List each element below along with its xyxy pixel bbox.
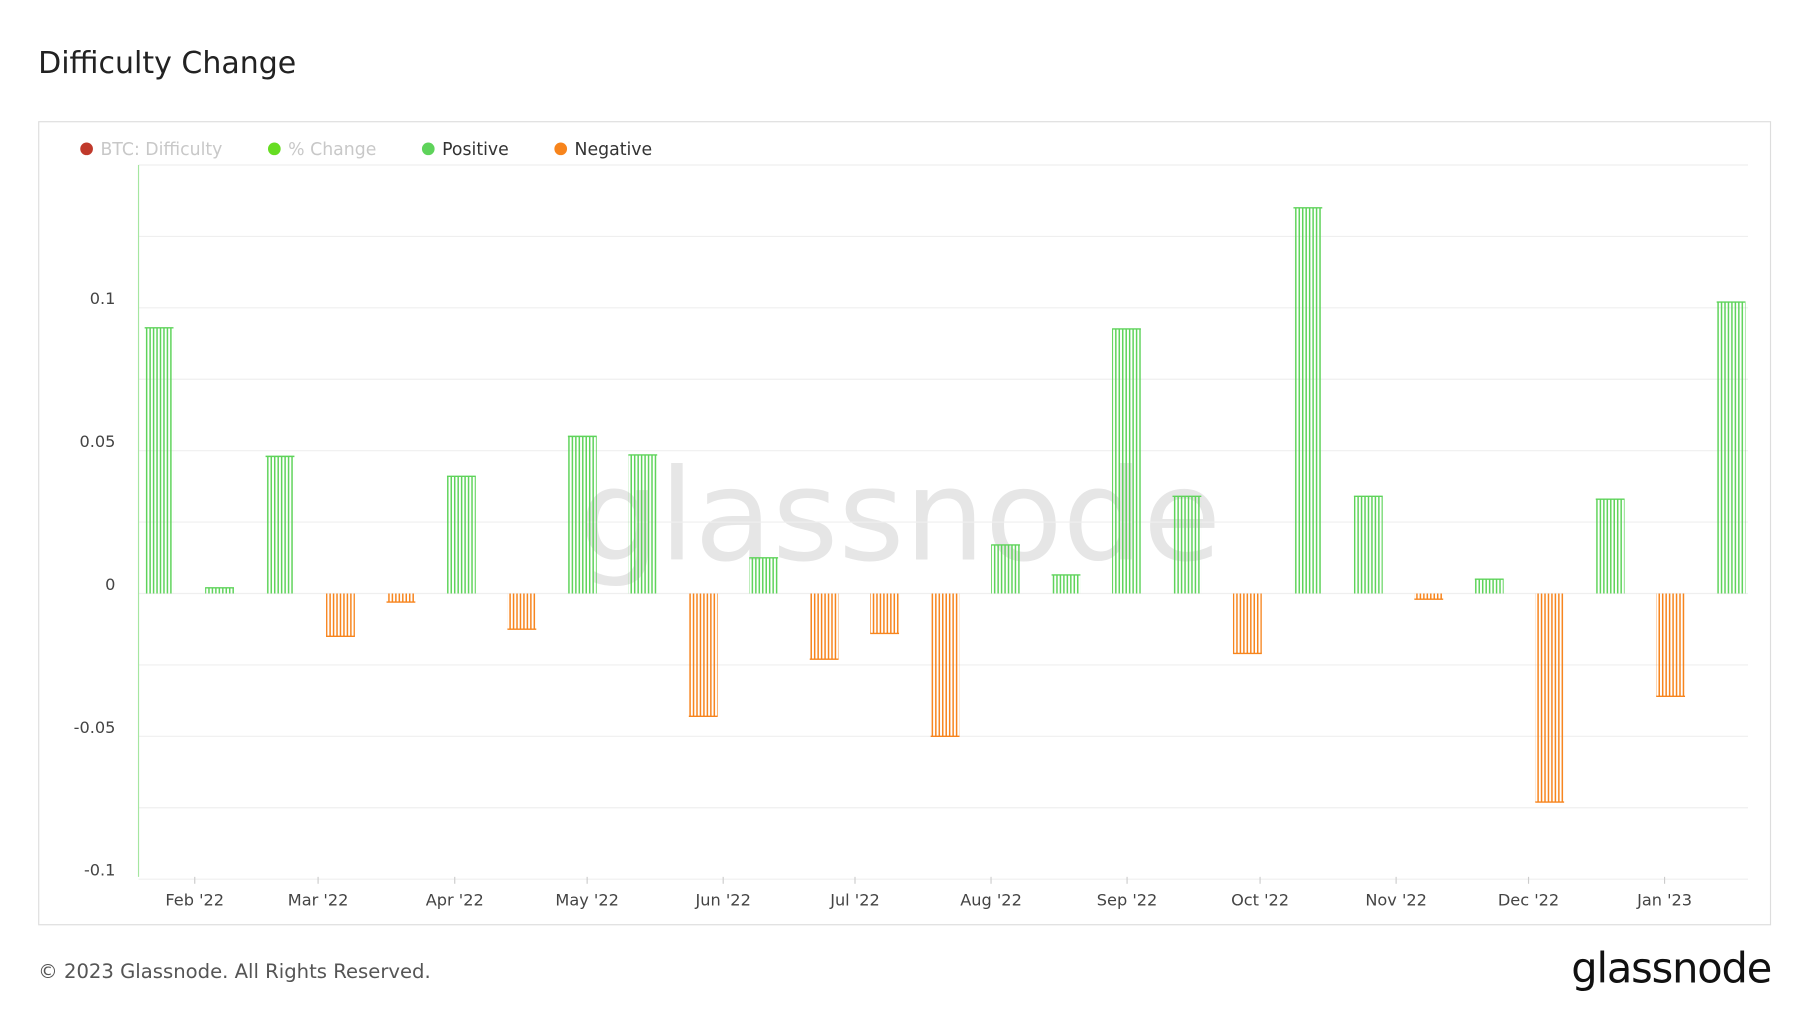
legend-label: % Change bbox=[288, 140, 376, 160]
bar bbox=[1353, 496, 1383, 594]
bar bbox=[628, 454, 658, 594]
x-tick-label: Apr '22 bbox=[426, 891, 484, 910]
x-tick-label: Mar '22 bbox=[288, 891, 349, 910]
copyright: © 2023 Glassnode. All Rights Reserved. bbox=[38, 960, 431, 983]
chart-frame bbox=[38, 121, 1772, 926]
bar bbox=[567, 436, 597, 594]
legend-label: BTC: Difficulty bbox=[100, 140, 222, 160]
legend-marker bbox=[267, 142, 281, 156]
x-tick-label: Nov '22 bbox=[1365, 891, 1427, 910]
x-tick-label: Feb '22 bbox=[165, 891, 224, 910]
legend-label: Positive bbox=[442, 140, 509, 160]
bar bbox=[749, 557, 779, 594]
bar bbox=[1232, 593, 1262, 654]
x-tick-label: Jul '22 bbox=[829, 891, 880, 910]
bar bbox=[1051, 574, 1081, 594]
bar bbox=[1112, 328, 1141, 594]
bar bbox=[1656, 593, 1686, 697]
bar bbox=[144, 327, 174, 594]
x-tick-label: Jun '22 bbox=[695, 891, 751, 910]
page-title: Difficulty Change bbox=[38, 46, 296, 81]
y-tick-label: -0.1 bbox=[84, 861, 116, 880]
y-tick-label: 0.05 bbox=[79, 432, 115, 451]
bar bbox=[326, 593, 355, 637]
y-tick-label: -0.05 bbox=[74, 718, 116, 737]
bar bbox=[870, 593, 900, 634]
legend-marker bbox=[554, 142, 568, 156]
legend-marker bbox=[80, 142, 93, 156]
x-tick-label: May '22 bbox=[555, 891, 618, 910]
logo: glassnode bbox=[1571, 943, 1771, 992]
x-tick-label: Sep '22 bbox=[1097, 891, 1158, 910]
bar bbox=[991, 544, 1020, 594]
bar bbox=[1172, 496, 1202, 594]
bar bbox=[386, 593, 416, 603]
bar bbox=[1535, 593, 1565, 803]
x-tick-label: Dec '22 bbox=[1498, 891, 1559, 910]
y-tick-label: 0 bbox=[105, 575, 115, 594]
legend-marker bbox=[421, 142, 435, 156]
bar bbox=[446, 476, 476, 594]
bar bbox=[507, 593, 537, 630]
bar bbox=[1474, 579, 1504, 594]
bar bbox=[1716, 302, 1746, 594]
bar bbox=[930, 593, 960, 737]
y-tick-label: 0.1 bbox=[90, 289, 116, 308]
bar bbox=[205, 587, 234, 594]
bar bbox=[1414, 593, 1444, 600]
bar bbox=[809, 593, 839, 660]
x-tick-label: Jan '23 bbox=[1636, 891, 1692, 910]
x-tick-label: Oct '22 bbox=[1231, 891, 1289, 910]
legend-label: Negative bbox=[575, 140, 653, 160]
bar bbox=[1595, 499, 1625, 594]
bar bbox=[1293, 207, 1323, 594]
bar bbox=[688, 593, 718, 717]
bar bbox=[265, 456, 295, 594]
x-tick-label: Aug '22 bbox=[960, 891, 1022, 910]
